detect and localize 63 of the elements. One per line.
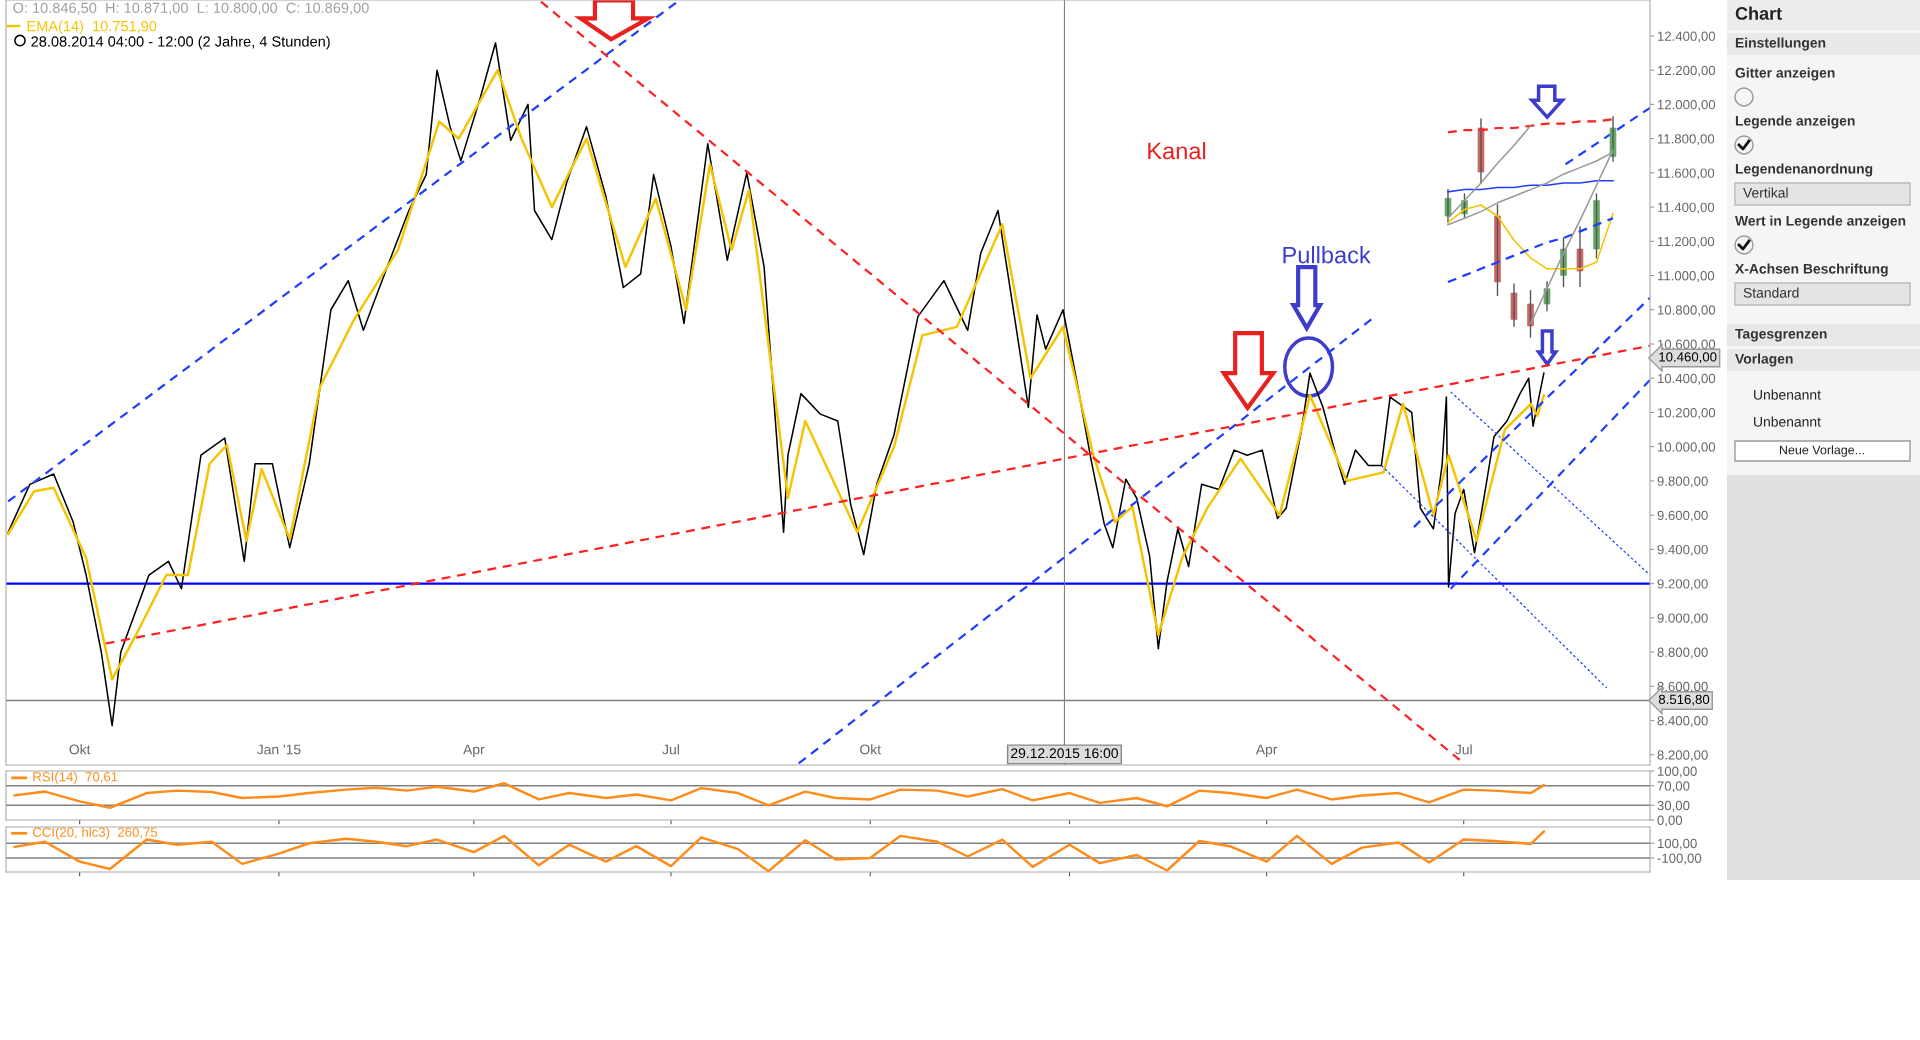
x-tick-label: Apr xyxy=(1255,744,1278,758)
legend-label: RSI(14) 70,61 xyxy=(33,771,118,784)
x-tick-label: Jan '15 xyxy=(256,744,301,755)
text: Legende anzeigen xyxy=(1735,115,1855,129)
text: Standard xyxy=(1743,287,1799,298)
y-tick-label: 30,00 xyxy=(1657,800,1690,812)
y-tick-label: 11.200,00 xyxy=(1657,236,1715,248)
y-tick-label: 9.200,00 xyxy=(1657,579,1708,591)
text: Chart xyxy=(1735,6,1782,20)
text: Gitter anzeigen xyxy=(1735,67,1835,81)
y-tick-label: 100,00 xyxy=(1657,838,1697,850)
candlestick xyxy=(1510,283,1518,327)
y-tick-label: 10.200,00 xyxy=(1657,408,1716,419)
text: 10.460,00 xyxy=(1659,352,1717,364)
y-tick-label: 10.400,00 xyxy=(1657,373,1716,385)
y-tick-label: 9.600,00 xyxy=(1657,510,1708,522)
x-tick-label: Okt xyxy=(860,744,881,755)
ref-line-label: 29.12.2015 16:00 xyxy=(1011,748,1118,759)
y-tick-label: 10.600,00 xyxy=(1657,339,1716,351)
y-tick-label: 12.400,00 xyxy=(1657,31,1716,43)
y-tick-label: 8.200,00 xyxy=(1657,750,1708,762)
annotation: Pullback xyxy=(1283,246,1371,264)
y-tick-label: 11.000,00 xyxy=(1657,271,1715,283)
text: Unbenannt xyxy=(1754,389,1821,400)
y-tick-label: 10.800,00 xyxy=(1657,305,1716,317)
line-series xyxy=(13,782,1546,809)
annotation: Kanal xyxy=(1148,142,1206,160)
text: Wert in Legende anzeigen xyxy=(1735,215,1906,229)
text: Vorlagen xyxy=(1735,353,1793,367)
y-tick-label: 9.400,00 xyxy=(1657,544,1708,556)
annotation: 28.08.2014 04:00 - 12:00 (2 Jahre, 4 Stunden) xyxy=(31,35,330,50)
y-tick-label: 11.400,00 xyxy=(1657,202,1715,214)
y-tick-label: 10.000,00 xyxy=(1657,442,1716,454)
y-tick-label: 12.000,00 xyxy=(1657,99,1716,111)
text: X-Achsen Beschriftung xyxy=(1735,263,1888,277)
text: Vertikal xyxy=(1743,187,1788,198)
text: Unbenannt xyxy=(1754,416,1821,427)
text: Einstellungen xyxy=(1735,37,1826,51)
annotation: O: 10.846,50 H: 10.871,00 L: 10.800,00 C: 10.869,00 xyxy=(13,2,369,15)
y-tick-label: 8.400,00 xyxy=(1657,716,1708,727)
y-tick-label: 9.800,00 xyxy=(1657,476,1708,488)
y-tick-label: 11.800,00 xyxy=(1657,134,1715,146)
text: Legendenanordnung xyxy=(1735,163,1873,177)
text: Neue Vorlage... xyxy=(1779,445,1864,457)
x-tick-label: Okt xyxy=(69,744,91,755)
series-label: CCI(20, hlc3) 260,75 xyxy=(32,827,158,840)
legend-label: EMA(14) 10.751,90 xyxy=(27,20,157,35)
candlestick xyxy=(1477,118,1485,184)
y-tick-label: 12.200,00 xyxy=(1657,65,1716,77)
y-tick-label: -100,00 xyxy=(1657,853,1702,865)
y-tick-label: 0,00 xyxy=(1657,815,1683,827)
x-tick-label: Apr xyxy=(463,744,485,758)
y-tick-label: 8.800,00 xyxy=(1657,647,1708,659)
y-tick-label: 9.000,00 xyxy=(1657,613,1708,625)
x-tick-label: Jul xyxy=(1455,744,1472,755)
ref-line-label: 8.516,80 xyxy=(1658,694,1710,706)
x-tick-label: Jul xyxy=(662,744,679,755)
y-tick-label: 8.600,00 xyxy=(1657,681,1708,693)
y-tick-label: 100,00 xyxy=(1657,766,1697,778)
y-tick-label: 11.600,00 xyxy=(1657,168,1715,180)
candlestick xyxy=(1527,290,1534,338)
y-tick-label: 70,00 xyxy=(1657,781,1690,793)
text: Tagesgrenzen xyxy=(1735,328,1827,342)
